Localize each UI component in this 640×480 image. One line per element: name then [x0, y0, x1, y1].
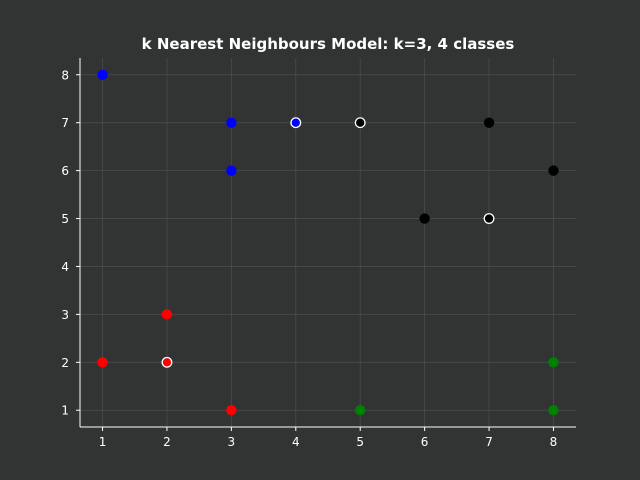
y-tick-label: 6	[61, 164, 69, 178]
x-tick-label: 1	[99, 435, 107, 449]
y-axis-ticks: 1 2 3 4 5 6 7 8	[61, 68, 80, 418]
data-point	[226, 405, 237, 416]
grid-lines	[80, 58, 576, 427]
data-point	[226, 165, 237, 176]
data-point	[548, 165, 559, 176]
y-tick-label: 1	[61, 404, 69, 418]
y-tick-label: 5	[61, 212, 69, 226]
x-axis-ticks: 1 2 3 4 5 6 7 8	[99, 427, 558, 449]
y-tick-label: 7	[61, 116, 69, 130]
data-point	[354, 117, 366, 129]
x-tick-label: 8	[550, 435, 558, 449]
data-point	[226, 117, 237, 128]
y-tick-label: 8	[61, 68, 69, 82]
chart-title: k Nearest Neighbours Model: k=3, 4 class…	[142, 35, 515, 53]
data-point	[97, 357, 108, 368]
data-point	[548, 405, 559, 416]
x-tick-label: 7	[485, 435, 493, 449]
y-tick-label: 3	[61, 308, 69, 322]
data-point	[419, 213, 430, 224]
x-tick-label: 5	[356, 435, 364, 449]
x-tick-label: 4	[292, 435, 300, 449]
data-point	[161, 356, 173, 368]
x-tick-label: 6	[421, 435, 429, 449]
x-tick-label: 2	[163, 435, 171, 449]
data-point	[97, 69, 108, 80]
data-points	[97, 69, 559, 416]
data-point	[355, 405, 366, 416]
data-point	[483, 117, 495, 128]
y-tick-label: 4	[61, 260, 69, 274]
data-point	[290, 117, 302, 129]
data-point	[161, 309, 173, 320]
x-tick-label: 3	[228, 435, 236, 449]
data-point	[548, 357, 559, 368]
y-tick-label: 2	[61, 356, 69, 370]
data-point	[483, 213, 495, 224]
axes	[79, 58, 576, 428]
